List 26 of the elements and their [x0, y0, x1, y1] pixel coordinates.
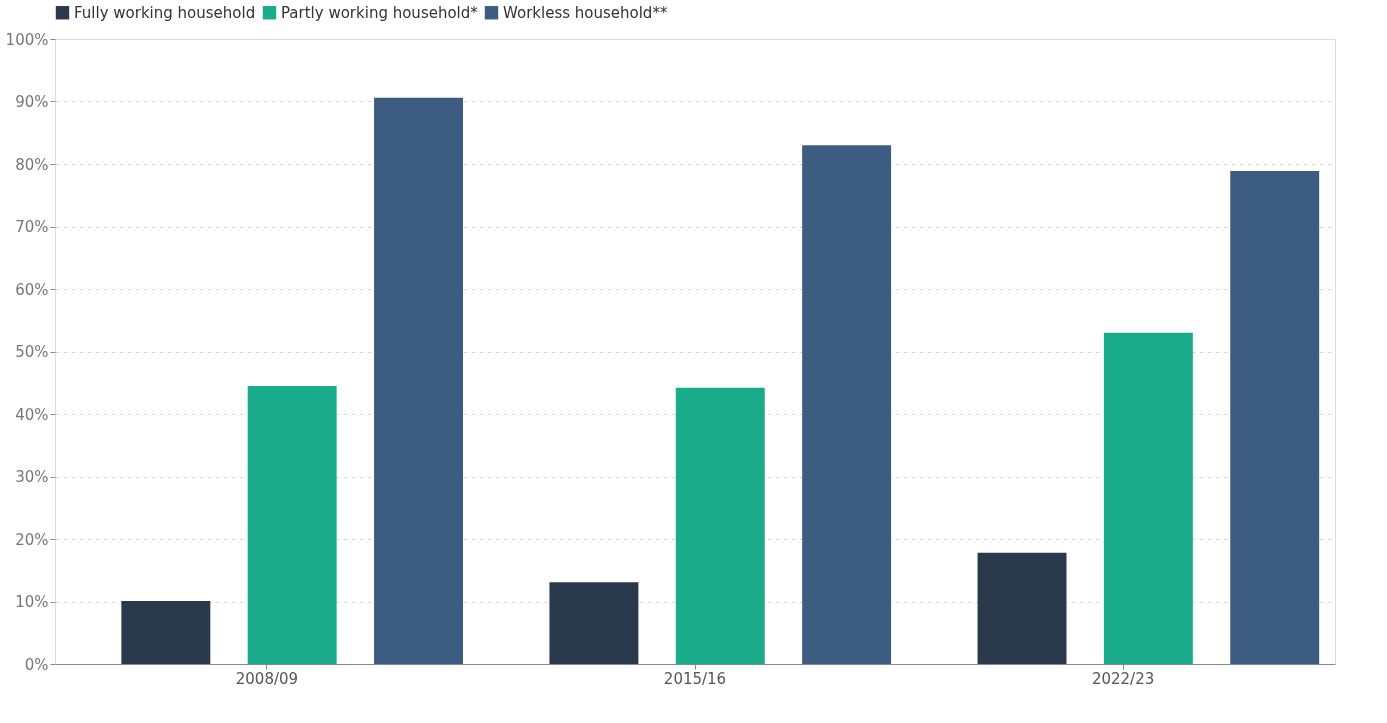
y-tick-label: 10%: [15, 593, 49, 611]
y-tick-label: 80%: [15, 155, 49, 174]
bar: [675, 387, 765, 664]
bar: [549, 582, 639, 664]
legend-label: Fully working household: [74, 3, 256, 22]
y-tick-label: 70%: [15, 218, 49, 236]
bar: [374, 97, 463, 664]
legend-label: Partly working household*: [281, 3, 479, 22]
legend-label: Workless household**: [503, 3, 668, 22]
bar: [1230, 170, 1320, 664]
bar: [1103, 332, 1193, 664]
y-tick-label: 90%: [15, 93, 49, 111]
x-tick-label: 2015/16: [663, 669, 727, 688]
y-tick-label: 100%: [5, 30, 49, 49]
y-tick-label: 60%: [15, 280, 49, 299]
y-tick-label: 40%: [15, 405, 49, 424]
bar: [121, 600, 211, 664]
bar: [802, 145, 892, 664]
x-tick-label: 2008/09: [235, 669, 299, 688]
bar: [247, 385, 337, 664]
bar: [977, 552, 1067, 664]
y-tick-label: 0%: [24, 655, 49, 674]
y-tick-label: 30%: [15, 468, 49, 486]
x-tick-label: 2022/23: [1091, 669, 1155, 688]
y-tick-label: 50%: [15, 343, 49, 361]
y-tick-label: 20%: [15, 530, 49, 549]
